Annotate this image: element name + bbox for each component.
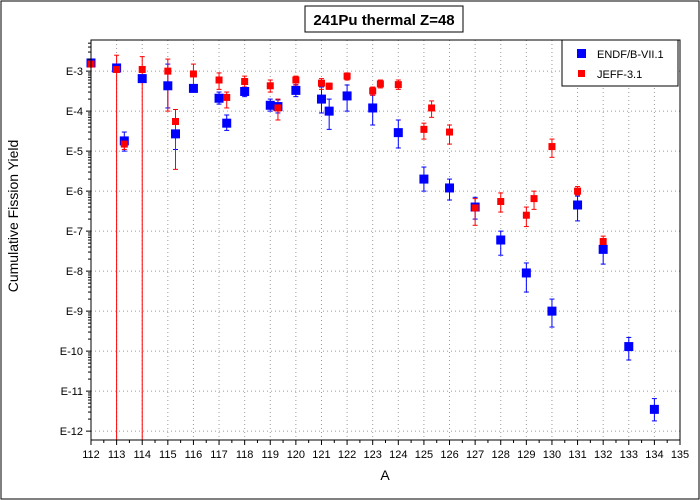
data-point-endf-b-vii-1: [547, 306, 557, 316]
data-point-jeff-3-1: [471, 204, 479, 212]
data-point-jeff-3-1: [369, 87, 377, 95]
data-point-jeff-3-1: [120, 140, 128, 148]
y-tick-label: E-5: [66, 146, 83, 158]
data-point-jeff-3-1: [548, 143, 556, 151]
y-tick-label: E-4: [66, 106, 83, 118]
data-point-jeff-3-1: [599, 238, 607, 246]
data-point-endf-b-vii-1: [214, 93, 224, 103]
data-point-endf-b-vii-1: [265, 100, 275, 110]
x-tick-label: 126: [440, 449, 458, 461]
data-point-endf-b-vii-1: [598, 244, 608, 254]
data-point-jeff-3-1: [138, 65, 146, 73]
data-point-endf-b-vii-1: [649, 404, 659, 414]
legend-label-endf: ENDF/B-VII.1: [597, 49, 664, 61]
y-tick-label: E-3: [66, 66, 83, 78]
data-point-endf-b-vii-1: [163, 81, 173, 91]
data-point-jeff-3-1: [428, 104, 436, 112]
data-point-jeff-3-1: [420, 125, 428, 133]
data-point-endf-b-vii-1: [291, 85, 301, 95]
data-point-endf-b-vii-1: [324, 106, 334, 116]
x-tick-label: 134: [645, 449, 663, 461]
data-point-jeff-3-1: [164, 67, 172, 75]
chart-title: 241Pu thermal Z=48: [313, 12, 454, 29]
data-point-jeff-3-1: [325, 82, 333, 90]
data-point-jeff-3-1: [266, 82, 274, 90]
data-point-endf-b-vii-1: [445, 183, 455, 193]
y-tick-label: E-6: [66, 186, 83, 198]
data-point-endf-b-vii-1: [316, 94, 326, 104]
legend-marker-endf: [577, 49, 586, 58]
x-tick-label: 116: [185, 449, 203, 461]
y-tick-label: E-10: [60, 346, 83, 358]
x-tick-label: 113: [108, 449, 126, 461]
data-point-jeff-3-1: [343, 72, 351, 80]
data-point-endf-b-vii-1: [624, 342, 634, 352]
x-tick-label: 133: [620, 449, 638, 461]
x-axis-ticks: 112 113 114 115 116 117 118 119 120 121 122 123 124 1…: [82, 440, 689, 461]
data-point-jeff-3-1: [376, 80, 384, 88]
y-tick-label: E-7: [66, 226, 83, 238]
data-point-jeff-3-1: [223, 93, 231, 101]
data-point-jeff-3-1: [172, 118, 180, 126]
x-tick-label: 123: [364, 449, 382, 461]
data-point-endf-b-vii-1: [240, 86, 250, 96]
x-tick-label: 129: [517, 449, 535, 461]
x-tick-label: 121: [312, 449, 330, 461]
x-tick-label: 127: [466, 449, 484, 461]
y-tick-label: E-12: [60, 426, 83, 438]
legend: ENDF/B-VII.1 JEFF-3.1: [561, 39, 679, 87]
x-tick-label: 132: [594, 449, 612, 461]
data-point-jeff-3-1: [446, 128, 454, 136]
data-point-jeff-3-1: [394, 81, 402, 89]
data-point-jeff-3-1: [522, 211, 530, 219]
data-point-jeff-3-1: [189, 70, 197, 78]
x-tick-label: 118: [236, 449, 254, 461]
legend-box: [561, 39, 679, 87]
data-point-jeff-3-1: [241, 78, 249, 86]
x-tick-label: 128: [492, 449, 510, 461]
data-point-endf-b-vii-1: [342, 91, 352, 101]
y-tick-label: E-8: [66, 266, 83, 278]
data-point-endf-b-vii-1: [188, 83, 198, 93]
data-point-jeff-3-1: [274, 104, 282, 112]
y-axis-ticks: E-3 E-4 E-5 E-6 E-7 E-8 E-9 E-10 E-11 E-12: [60, 42, 91, 438]
x-tick-label: 119: [261, 449, 279, 461]
data-point-jeff-3-1: [530, 195, 538, 203]
title-box: [304, 5, 464, 33]
x-tick-label: 124: [389, 449, 407, 461]
y-tick-label: E-11: [61, 386, 83, 398]
data-point-endf-b-vii-1: [171, 129, 181, 139]
data-point-endf-b-vii-1: [496, 235, 506, 245]
x-tick-label: 130: [543, 449, 561, 461]
x-tick-label: 120: [287, 449, 305, 461]
data-point-endf-b-vii-1: [137, 74, 147, 84]
data-point-jeff-3-1: [497, 198, 505, 206]
x-tick-label: 135: [671, 449, 689, 461]
data-point-endf-b-vii-1: [573, 200, 583, 210]
data-point-endf-b-vii-1: [222, 118, 232, 128]
data-point-jeff-3-1: [215, 76, 223, 84]
data-point-endf-b-vii-1: [419, 174, 429, 184]
x-tick-label: 131: [568, 449, 586, 461]
data-point-jeff-3-1: [574, 187, 582, 195]
y-axis-label: Cumulative Fission Yield: [5, 140, 21, 293]
y-tick-label: E-9: [66, 306, 83, 318]
x-tick-label: 117: [210, 449, 228, 461]
data-point-endf-b-vii-1: [368, 103, 378, 113]
data-point-jeff-3-1: [292, 76, 300, 84]
legend-marker-jeff: [578, 70, 585, 77]
x-tick-label: 115: [159, 449, 177, 461]
x-tick-label: 122: [338, 449, 356, 461]
x-axis-label: A: [380, 467, 390, 483]
data-point-jeff-3-1: [317, 79, 325, 87]
data-point-endf-b-vii-1: [521, 268, 531, 278]
x-tick-label: 125: [415, 449, 433, 461]
x-tick-label: 112: [82, 449, 100, 461]
data-point-endf-b-vii-1: [393, 128, 403, 138]
x-tick-label: 114: [133, 449, 151, 461]
data-point-jeff-3-1: [113, 65, 121, 73]
legend-label-jeff: JEFF-3.1: [597, 69, 642, 81]
